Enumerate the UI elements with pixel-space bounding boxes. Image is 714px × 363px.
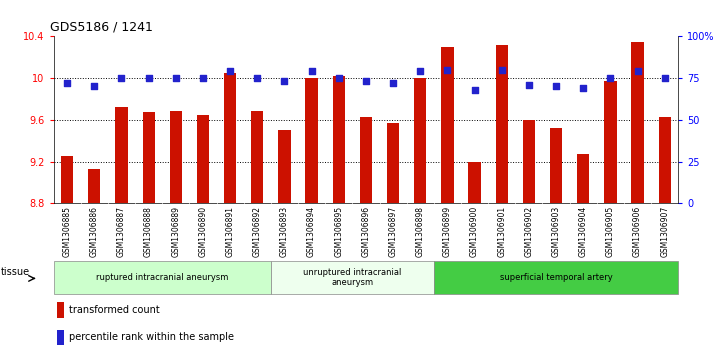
Text: ruptured intracranial aneurysm: ruptured intracranial aneurysm [96, 273, 228, 282]
Point [224, 69, 236, 74]
Bar [333, 76, 345, 203]
Point [388, 80, 399, 86]
Bar [197, 115, 209, 203]
Text: tissue: tissue [0, 267, 29, 277]
Text: GSM1306889: GSM1306889 [171, 206, 180, 257]
Point [170, 75, 181, 81]
Text: GDS5186 / 1241: GDS5186 / 1241 [51, 21, 154, 34]
Bar [523, 120, 535, 203]
Text: GSM1306907: GSM1306907 [660, 206, 669, 257]
Text: GSM1306901: GSM1306901 [497, 206, 506, 257]
Text: GSM1306898: GSM1306898 [416, 206, 425, 257]
FancyBboxPatch shape [54, 261, 271, 294]
Point [61, 80, 73, 86]
Text: GSM1306894: GSM1306894 [307, 206, 316, 257]
Bar [170, 111, 182, 203]
Text: GSM1306904: GSM1306904 [579, 206, 588, 257]
Text: GSM1306892: GSM1306892 [253, 206, 262, 257]
Point [632, 69, 643, 74]
Point [442, 67, 453, 73]
Point [578, 85, 589, 91]
Bar [631, 41, 643, 203]
Text: GSM1306896: GSM1306896 [361, 206, 371, 257]
Point [197, 75, 208, 81]
Bar [441, 47, 453, 203]
Point [550, 83, 562, 89]
Point [469, 87, 481, 93]
Text: GSM1306885: GSM1306885 [63, 206, 71, 257]
FancyBboxPatch shape [271, 261, 434, 294]
Bar [550, 128, 562, 203]
Bar [414, 78, 426, 203]
Point [496, 67, 508, 73]
Bar [658, 117, 671, 203]
Text: GSM1306900: GSM1306900 [470, 206, 479, 257]
Bar [577, 154, 589, 203]
Point [116, 75, 127, 81]
Text: GSM1306906: GSM1306906 [633, 206, 642, 257]
Bar [56, 302, 64, 318]
Text: GSM1306899: GSM1306899 [443, 206, 452, 257]
Text: unruptured intracranial
aneurysm: unruptured intracranial aneurysm [303, 268, 401, 287]
Text: GSM1306888: GSM1306888 [144, 206, 153, 257]
Text: GSM1306895: GSM1306895 [334, 206, 343, 257]
Point [143, 75, 154, 81]
Point [89, 83, 100, 89]
Text: percentile rank within the sample: percentile rank within the sample [69, 332, 234, 342]
Text: superficial temporal artery: superficial temporal artery [500, 273, 613, 282]
Bar [278, 130, 291, 203]
Bar [387, 123, 399, 203]
Text: GSM1306902: GSM1306902 [524, 206, 533, 257]
Point [659, 75, 670, 81]
Point [333, 75, 344, 81]
Text: GSM1306891: GSM1306891 [226, 206, 235, 257]
FancyBboxPatch shape [434, 261, 678, 294]
Text: GSM1306893: GSM1306893 [280, 206, 289, 257]
Point [415, 69, 426, 74]
Point [278, 78, 290, 84]
Point [523, 82, 535, 87]
Point [251, 75, 263, 81]
Bar [251, 111, 263, 203]
Point [361, 78, 372, 84]
Bar [496, 45, 508, 203]
Text: GSM1306897: GSM1306897 [388, 206, 398, 257]
Bar [143, 113, 155, 203]
Text: GSM1306886: GSM1306886 [90, 206, 99, 257]
Bar [56, 330, 64, 345]
Bar [116, 107, 128, 203]
Bar [360, 117, 372, 203]
Text: GSM1306905: GSM1306905 [606, 206, 615, 257]
Text: GSM1306890: GSM1306890 [198, 206, 208, 257]
Point [306, 69, 317, 74]
Bar [604, 81, 616, 203]
Bar [468, 162, 481, 203]
Bar [61, 156, 74, 203]
Text: GSM1306903: GSM1306903 [552, 206, 560, 257]
Text: GSM1306887: GSM1306887 [117, 206, 126, 257]
Bar [224, 73, 236, 203]
Bar [306, 78, 318, 203]
Point [605, 75, 616, 81]
Text: transformed count: transformed count [69, 305, 160, 315]
Bar [89, 169, 101, 203]
